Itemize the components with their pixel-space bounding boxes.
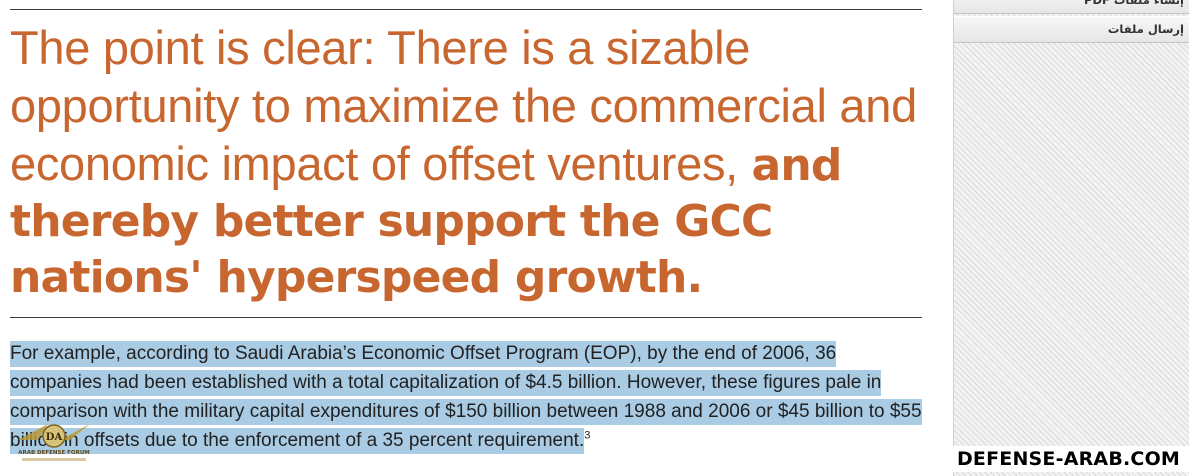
forum-logo-icon: DA ARAB DEFENSE FORUM [18, 424, 90, 461]
sidebar-item-send-files[interactable]: إرسال ملفات [954, 16, 1189, 43]
top-divider [10, 9, 922, 10]
body-paragraph: For example, according to Saudi Arabia’s… [10, 339, 925, 455]
pull-quote: The point is clear: There is a sizable o… [10, 20, 922, 306]
footnote-reference[interactable]: 3 [584, 429, 591, 442]
site-watermark: DEFENSE-ARAB.COM [948, 446, 1189, 472]
pull-quote-light: The point is clear: There is a sizable o… [10, 21, 917, 190]
document-page: The point is clear: There is a sizable o… [10, 9, 925, 461]
sidebar: إنشاء ملفات PDF إرسال ملفات [953, 0, 1189, 476]
logo-caption: ARAB DEFENSE FORUM [18, 450, 90, 456]
selected-text[interactable]: For example, according to Saudi Arabia’s… [10, 341, 922, 454]
pull-quote-bold: and thereby better support the GCC natio… [10, 140, 842, 303]
sidebar-item-create-pdf[interactable]: إنشاء ملفات PDF [954, 0, 1189, 14]
section-divider [10, 317, 922, 318]
svg-text:DA: DA [46, 432, 63, 443]
